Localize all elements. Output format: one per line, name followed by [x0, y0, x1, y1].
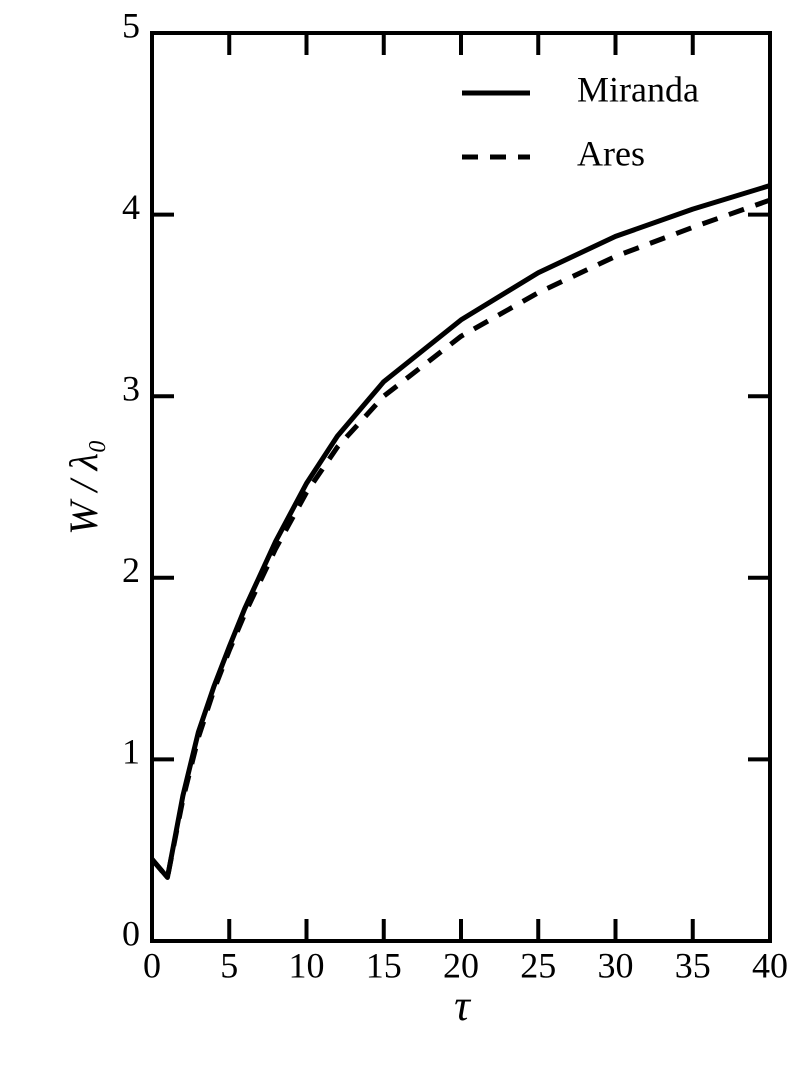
y-tick-label: 4	[122, 187, 140, 227]
x-tick-label: 25	[520, 945, 556, 985]
x-tick-label: 15	[366, 945, 402, 985]
x-tick-label: 20	[443, 945, 479, 985]
legend-label: Ares	[577, 133, 645, 173]
x-tick-label: 5	[220, 945, 238, 985]
y-axis-label: W / λ₀	[61, 439, 106, 535]
y-tick-label: 2	[122, 550, 140, 590]
y-tick-label: 3	[122, 368, 140, 408]
x-tick-label: 30	[598, 945, 634, 985]
line-series	[150, 197, 771, 880]
plot-frame	[150, 31, 772, 943]
y-tick-label: 0	[122, 913, 140, 953]
x-tick-label: 10	[289, 945, 325, 985]
y-tick-label: 5	[122, 5, 140, 45]
x-tick-label: 0	[143, 945, 161, 985]
x-axis-label: τ	[454, 981, 472, 1030]
legend-label: Miranda	[577, 69, 699, 109]
y-tick-label: 1	[122, 732, 140, 772]
x-tick-label: 40	[752, 945, 788, 985]
x-tick-label: 35	[675, 945, 711, 985]
line-series	[150, 183, 771, 880]
